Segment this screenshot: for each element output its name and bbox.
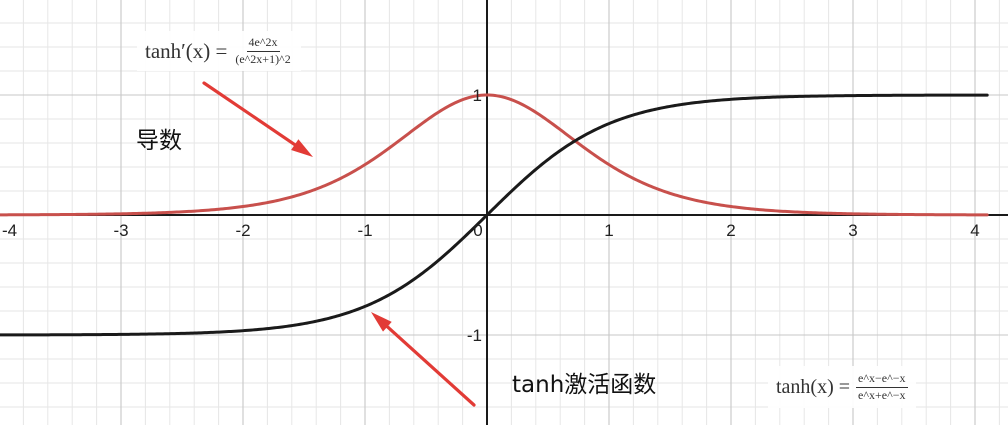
derivative-label: 导数 [136,128,182,154]
y-tick-label: 1 [473,86,482,105]
x-tick-label: 2 [726,221,735,240]
tanh-formula-lhs: tanh(x) = [776,375,851,398]
x-tick-label: -2 [235,221,250,240]
derivative-formula-lhs: tanh′(x) = [145,38,228,63]
tanh-arrow [371,312,476,407]
series-layer [0,93,989,337]
derivative-curve [0,93,989,217]
x-tick-label: -3 [113,221,128,240]
tanh-formula-denominator: e^x+e^−x [858,387,906,402]
x-tick-label: 3 [848,221,857,240]
derivative-formula: tanh′(x) = 4e^2x (e^2x+1)^2 [137,31,301,71]
x-tick-label: 1 [604,221,613,240]
derivative-formula-fraction: 4e^2x (e^2x+1)^2 [233,36,292,66]
tanh-formula-numerator: e^x−e^−x [856,372,908,388]
tanh-curve [0,93,989,337]
derivative-arrow-head [291,139,313,157]
tanh-arrow-head [371,312,392,332]
derivative-formula-numerator: 4e^2x [246,36,280,52]
annotation-arrows [202,81,476,407]
tanh-formula: tanh(x) = e^x−e^−x e^x+e^−x [768,366,916,408]
tanh-formula-fraction: e^x−e^−x e^x+e^−x [856,372,908,402]
derivative-arrow-shaft [202,81,297,147]
tanh-label: tanh激活函数 [512,372,657,398]
y-tick-label: -1 [467,326,482,345]
tick-labels: -4 -3 -2 -1 0 1 2 3 4 1 -1 [2,86,980,345]
x-tick-label: -4 [2,221,17,240]
derivative-arrow [202,81,313,157]
x-tick-label: 0 [473,221,482,240]
x-tick-label: 4 [970,221,979,240]
tanh-arrow-shaft [385,325,476,407]
derivative-formula-denominator: (e^2x+1)^2 [235,51,291,66]
x-tick-label: -1 [357,221,372,240]
